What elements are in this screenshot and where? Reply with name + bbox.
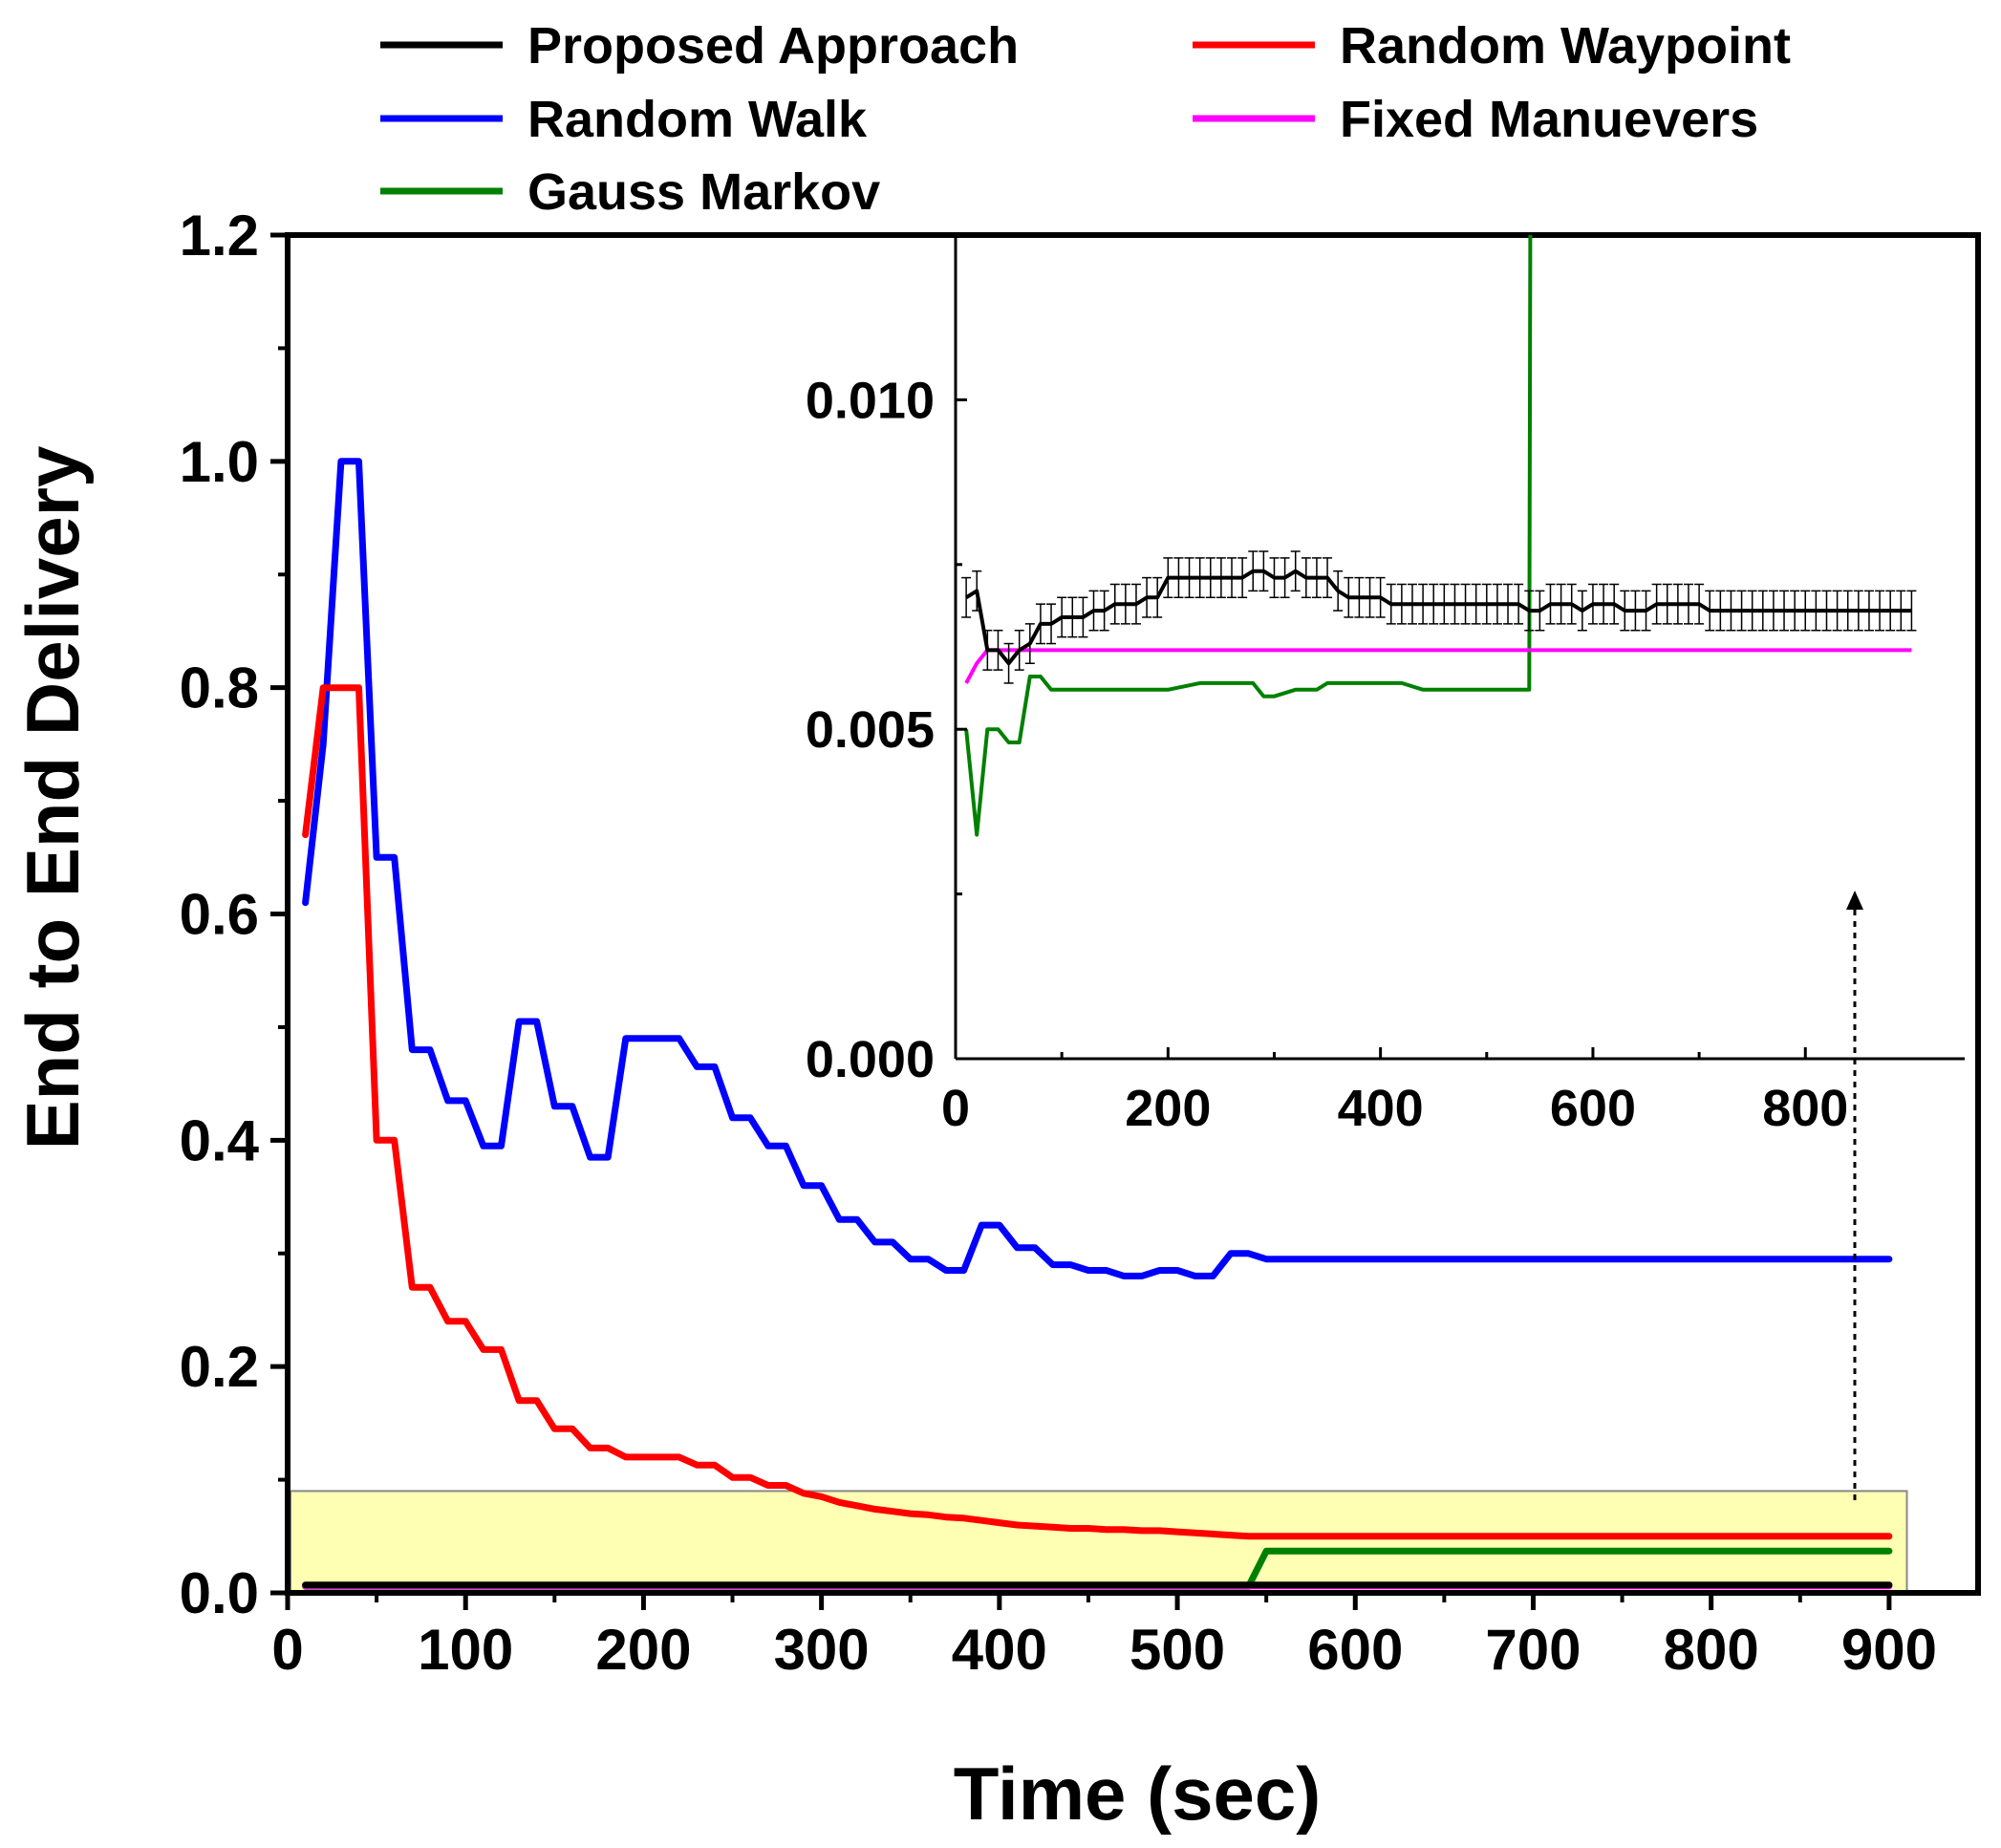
main-y-tick-label: 0.6 — [180, 883, 259, 947]
inset-series-fixed-manuevers — [964, 648, 1912, 684]
legend-item-fixed-manuevers: Fixed Manuevers — [1193, 91, 1758, 148]
main-y-ticks: 0.0 0.2 0.4 0.6 0.8 1.0 1.2 — [180, 204, 288, 1625]
main-y-tick-label: 0.2 — [180, 1335, 259, 1399]
main-y-tick-label: 1.2 — [180, 204, 259, 268]
legend: Proposed Approach Random Waypoint Random W… — [380, 17, 1791, 221]
inset-y-tick-label: 0.010 — [806, 372, 935, 429]
legend-item-random-walk: Random Walk — [380, 91, 868, 148]
main-x-tick-label: 500 — [1130, 1618, 1225, 1682]
main-x-tick-label: 200 — [595, 1618, 691, 1682]
main-plot: 0 100 200 300 400 500 600 700 800 900 0.00.20.40.… — [11, 204, 1981, 1836]
inset-series-group — [961, 234, 1917, 837]
legend-label: Fixed Manuevers — [1340, 91, 1758, 148]
inset-x-tick-label: 800 — [1762, 1080, 1848, 1137]
inset-x-tick-label: 400 — [1338, 1080, 1424, 1137]
inset-x-ticks: 0 200 400 600 800 — [941, 1047, 1848, 1137]
main-x-ticks: 0 100 200 300 400 500 600 700 800 900 — [271, 1593, 1937, 1682]
main-x-tick-label: 600 — [1307, 1618, 1403, 1682]
legend-item-gauss-markov: Gauss Markov — [380, 163, 880, 221]
highlight-region — [290, 1490, 1908, 1595]
inset-x-tick-label: 200 — [1125, 1080, 1211, 1137]
inset-error-bars-proposed-approach — [961, 550, 1917, 684]
main-series-random-walk — [302, 458, 1893, 1279]
x-axis-title: Time (sec) — [954, 1751, 1321, 1836]
main-series-random-waypoint — [302, 684, 1893, 1540]
legend-label: Random Waypoint — [1340, 17, 1791, 75]
inset-x-tick-label: 600 — [1550, 1080, 1636, 1137]
main-y-tick-label: 1.0 — [180, 430, 259, 494]
main-y-tick-label: 0.4 — [180, 1108, 260, 1172]
inset-y-tick-label: 0.000 — [806, 1031, 935, 1088]
legend-item-proposed-approach: Proposed Approach — [380, 17, 1019, 75]
main-y-tick-label: 0.0 — [180, 1561, 259, 1625]
inset-plot: 0 200 400 600 800 0.000 0.005 0.010 — [806, 233, 1965, 1137]
inset-y-ticks: 0.000 0.005 0.010 — [806, 233, 967, 1088]
y-axis-title: End to End Delivery — [11, 446, 95, 1150]
main-plot-frame — [285, 232, 1981, 1596]
inset-y-tick-label: 0.005 — [806, 701, 935, 759]
inset-axes — [954, 235, 1965, 1061]
main-x-tick-label: 0 — [271, 1618, 303, 1682]
zoom-arrow — [1846, 891, 1863, 1500]
legend-label: Random Walk — [527, 91, 868, 148]
legend-label: Gauss Markov — [527, 163, 880, 221]
main-x-tick-label: 300 — [774, 1618, 870, 1682]
inset-series-gauss-markov — [964, 234, 1533, 837]
main-x-tick-label: 900 — [1841, 1618, 1937, 1682]
legend-label: Proposed Approach — [527, 17, 1019, 75]
main-x-tick-label: 100 — [418, 1618, 513, 1682]
main-x-tick-label: 800 — [1664, 1618, 1759, 1682]
main-x-tick-label: 700 — [1485, 1618, 1581, 1682]
inset-series-proposed-approach — [965, 569, 1912, 666]
main-y-tick-label: 0.8 — [180, 656, 259, 720]
inset-x-tick-label: 0 — [941, 1080, 970, 1137]
main-series-group — [302, 458, 1893, 1590]
main-x-tick-label: 400 — [952, 1618, 1047, 1682]
legend-item-random-waypoint: Random Waypoint — [1193, 17, 1791, 75]
